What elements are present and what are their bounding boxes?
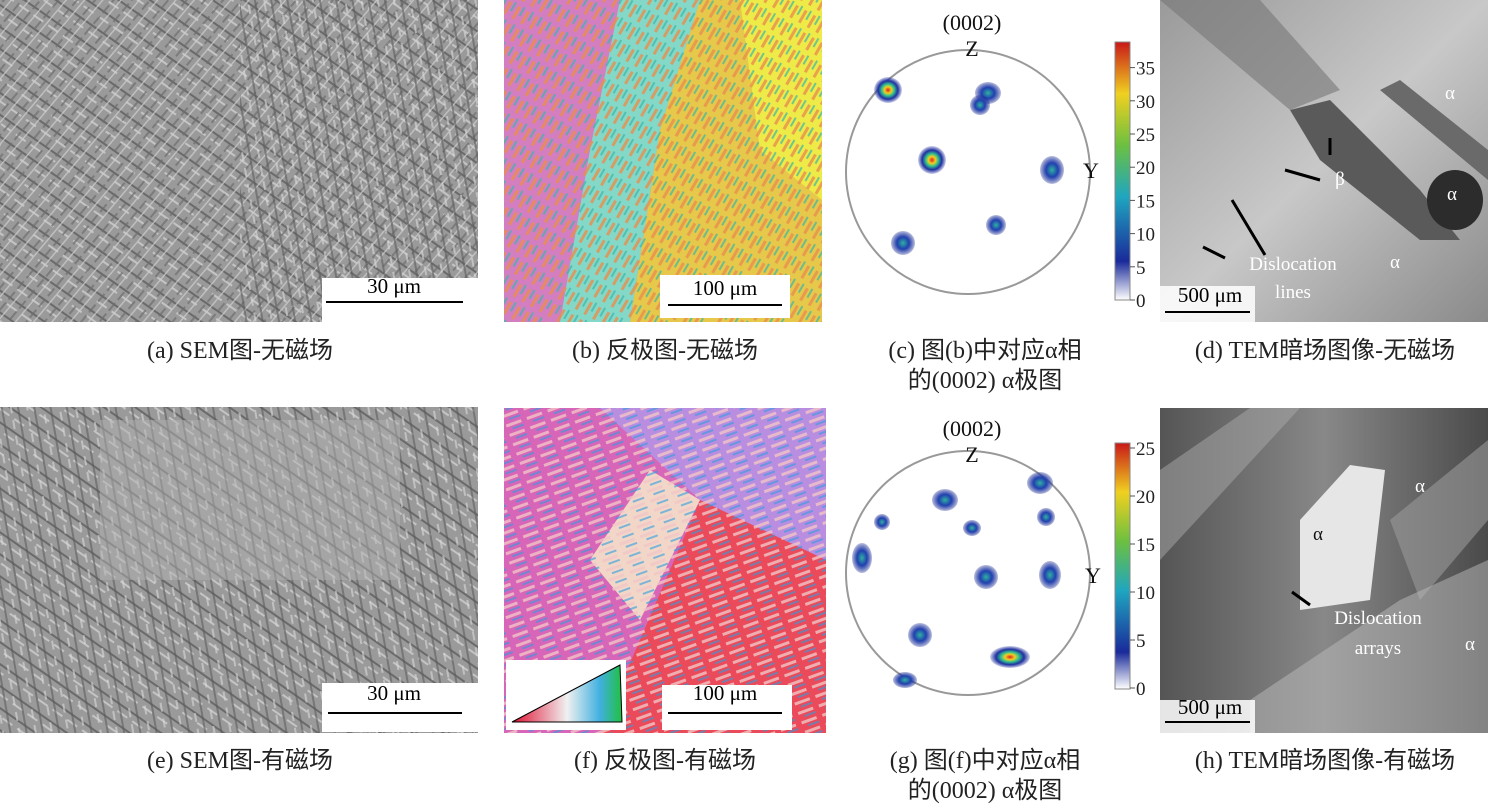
colorbar-tick-label: 20 <box>1136 487 1155 508</box>
pole-label: (0002) <box>943 10 1002 35</box>
annotation: α <box>1447 184 1457 205</box>
caption: (d) TEM暗场图像-无磁场 <box>1195 337 1455 364</box>
annotation: α <box>1390 252 1400 273</box>
scale-bar-label: 500 μm <box>1178 695 1242 719</box>
axis-label: Z <box>965 36 978 61</box>
caption: (g) 图(f)中对应α相 <box>890 747 1081 774</box>
axis-label: Z <box>965 442 978 467</box>
annotation: α <box>1313 524 1323 545</box>
axis-label: Y <box>1085 563 1101 588</box>
scale-bar-label: 100 μm <box>693 276 757 300</box>
annotation: α <box>1465 634 1475 655</box>
caption: (e) SEM图-有磁场 <box>147 747 333 774</box>
caption: (b) 反极图-无磁场 <box>572 337 758 364</box>
pole-figure: (0002) Z Y 0 5 10 15 20 25 <box>845 416 1155 700</box>
sem-image: 30 μm <box>0 407 478 733</box>
annotation: α <box>1445 83 1455 104</box>
colorbar-tick-label: 30 <box>1136 92 1155 113</box>
colorbar-tick-label: 15 <box>1136 535 1155 556</box>
axis-label: Y <box>1083 158 1099 183</box>
colorbar-tick-label: 5 <box>1136 258 1146 279</box>
annotation: β <box>1335 169 1345 190</box>
colorbar-tick-label: 35 <box>1136 59 1155 80</box>
caption: (a) SEM图-无磁场 <box>147 337 333 364</box>
colorbar-tick-label: 0 <box>1136 679 1146 700</box>
annotation: Dislocation <box>1249 254 1337 275</box>
caption: (h) TEM暗场图像-有磁场 <box>1195 747 1455 774</box>
caption: 的(0002) α极图 <box>908 777 1063 804</box>
colorbar-tick-label: 10 <box>1136 225 1155 246</box>
pole-label: (0002) <box>943 416 1002 441</box>
pole-figure: (0002) Z Y 0 5 10 15 20 25 30 35 <box>845 10 1155 312</box>
sem-image: 30 μm <box>0 0 478 322</box>
annotation: lines <box>1275 282 1311 303</box>
colorbar-tick-label: 25 <box>1136 125 1155 146</box>
tem-image: α α Dislocation arrays α 500 μm <box>1160 408 1488 733</box>
scale-bar-label: 30 μm <box>367 274 421 298</box>
colorbar-tick-label: 0 <box>1136 291 1146 312</box>
colorbar-tick-label: 15 <box>1136 191 1155 212</box>
scale-bar-label: 30 μm <box>367 681 421 705</box>
colorbar-tick-label: 5 <box>1136 631 1146 652</box>
scale-bar-label: 500 μm <box>1178 283 1242 307</box>
ebsd-map: 100 μm <box>504 408 826 733</box>
tem-image: α β α α Dislocation lines 500 μm <box>1160 0 1488 322</box>
colorbar <box>1114 41 1131 301</box>
caption: 的(0002) α极图 <box>908 367 1063 394</box>
annotation: α <box>1415 476 1425 497</box>
colorbar-tick-label: 10 <box>1136 583 1155 604</box>
annotation: Dislocation <box>1334 608 1422 629</box>
caption: (c) 图(b)中对应α相 <box>888 337 1081 364</box>
caption: (f) 反极图-有磁场 <box>574 747 756 774</box>
colorbar-tick-label: 25 <box>1136 439 1155 460</box>
colorbar-tick-label: 20 <box>1136 158 1155 179</box>
scale-bar-label: 100 μm <box>693 681 757 705</box>
annotation: arrays <box>1355 638 1401 659</box>
colorbar <box>1114 442 1131 690</box>
ebsd-map: 100 μm <box>504 0 822 322</box>
